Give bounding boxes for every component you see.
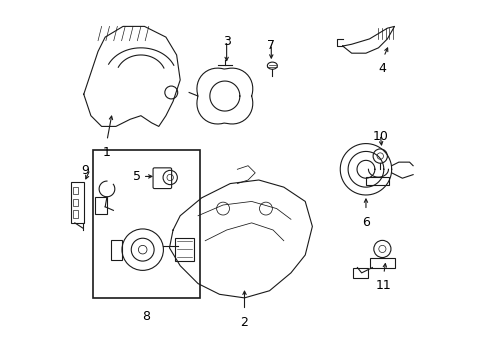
Text: 8: 8 bbox=[142, 310, 150, 323]
Bar bbox=[70, 182, 84, 223]
Text: 9: 9 bbox=[81, 164, 89, 177]
Text: 1: 1 bbox=[103, 146, 111, 159]
Text: 4: 4 bbox=[377, 62, 385, 75]
Text: 10: 10 bbox=[371, 130, 387, 143]
Text: 7: 7 bbox=[267, 39, 275, 52]
Bar bbox=[352, 267, 367, 278]
Bar bbox=[110, 240, 122, 260]
Text: 2: 2 bbox=[240, 316, 248, 329]
Bar bbox=[73, 199, 78, 206]
Bar bbox=[73, 210, 78, 217]
Bar bbox=[369, 257, 394, 267]
Bar bbox=[73, 187, 78, 194]
Text: 5: 5 bbox=[133, 170, 141, 183]
Text: 11: 11 bbox=[375, 279, 391, 292]
Bar bbox=[365, 177, 388, 185]
Text: 3: 3 bbox=[222, 35, 230, 48]
Text: 6: 6 bbox=[361, 216, 369, 229]
Bar bbox=[95, 197, 106, 214]
Bar bbox=[175, 238, 194, 261]
Bar bbox=[93, 150, 200, 298]
